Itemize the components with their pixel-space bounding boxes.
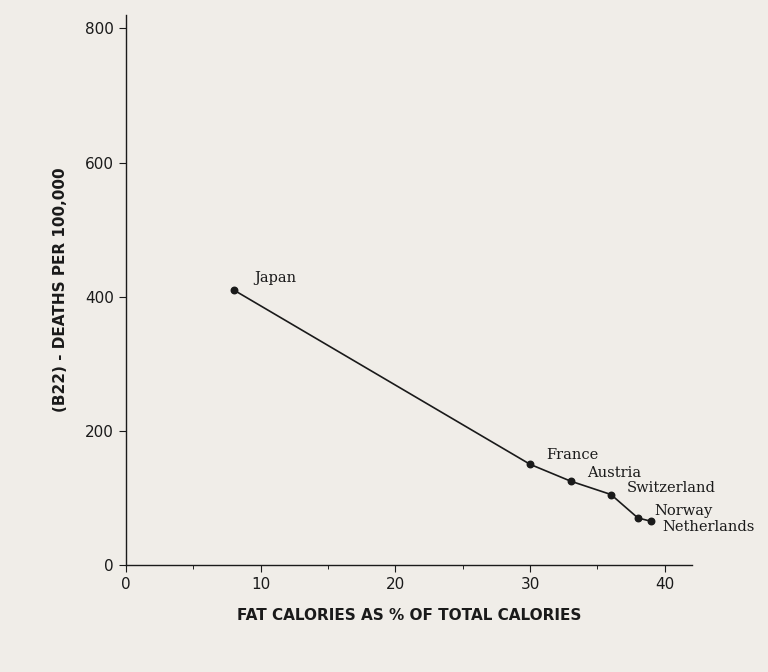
- Text: France: France: [546, 448, 598, 462]
- Text: Switzerland: Switzerland: [627, 481, 716, 495]
- Point: [605, 489, 617, 500]
- Point: [632, 513, 644, 523]
- Y-axis label: (B22) - DEATHS PER 100,000: (B22) - DEATHS PER 100,000: [54, 167, 68, 413]
- Point: [645, 516, 657, 527]
- Point: [564, 476, 577, 487]
- Text: Netherlands: Netherlands: [662, 519, 754, 534]
- Point: [227, 284, 240, 295]
- Text: Austria: Austria: [587, 466, 641, 480]
- Text: Norway: Norway: [654, 504, 713, 518]
- X-axis label: FAT CALORIES AS % OF TOTAL CALORIES: FAT CALORIES AS % OF TOTAL CALORIES: [237, 608, 581, 624]
- Text: Japan: Japan: [254, 271, 296, 285]
- Point: [524, 459, 536, 470]
